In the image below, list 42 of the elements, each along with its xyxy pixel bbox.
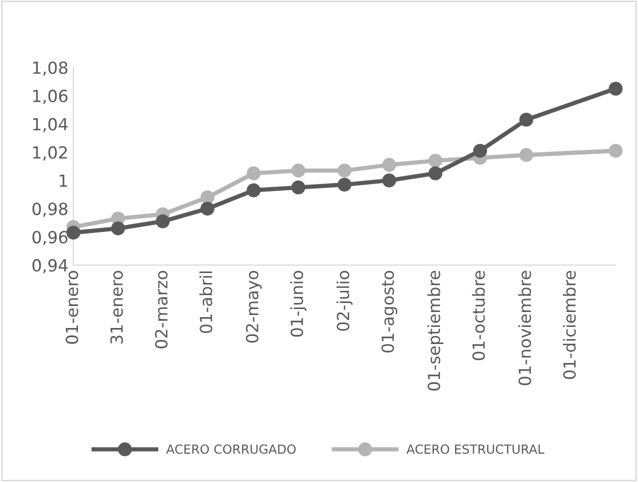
y-tick-label: 0,98 [32, 202, 68, 217]
x-tick-label: 01-diciembre [562, 270, 576, 379]
point [519, 112, 534, 127]
x-tick-label: 01-enero [66, 270, 78, 344]
point [156, 214, 170, 228]
point [382, 158, 396, 172]
point [111, 221, 126, 236]
y-tick-label: 1,02 [33, 146, 67, 160]
x-tick-label: 01-septiembre [427, 270, 444, 391]
x-tick-label: 01-noviembre [518, 270, 532, 386]
point [428, 154, 442, 168]
point [291, 164, 306, 178]
y-tick-label: 1,06 [33, 90, 68, 104]
x-tick-label: 01-octubre [472, 270, 485, 360]
x-tick-label: 02-mayo [246, 270, 262, 343]
x-tick-label: 01-agosto [381, 270, 398, 352]
point [66, 226, 80, 240]
y-tick-label: 1,04 [33, 118, 68, 132]
x-tick-label: 01-junio [290, 270, 306, 337]
legend-label: ACERO CORRUGADO [166, 444, 296, 454]
point [246, 183, 261, 198]
x-tick-label: 01-abril [199, 272, 212, 333]
point [608, 82, 623, 96]
point [428, 166, 442, 180]
point [382, 173, 396, 188]
point [200, 202, 214, 216]
point [338, 164, 352, 178]
point [473, 144, 488, 158]
point [608, 144, 623, 158]
y-tick-label: 1 [60, 174, 67, 187]
point [338, 178, 352, 192]
x-tick-label: 31-enero [110, 270, 123, 344]
y-tick-label: 0,96 [32, 230, 68, 246]
y-tick-label: 0,94 [32, 259, 68, 274]
point [291, 180, 306, 194]
point [200, 190, 214, 204]
x-tick-label: 02-julio [336, 270, 353, 331]
legend-label: ACERO ESTRUCTURAL [406, 444, 544, 454]
y-tick-label: 1,08 [33, 61, 68, 76]
point [519, 148, 534, 162]
x-tick-label: 02-marzo [154, 270, 168, 348]
point [246, 166, 261, 180]
